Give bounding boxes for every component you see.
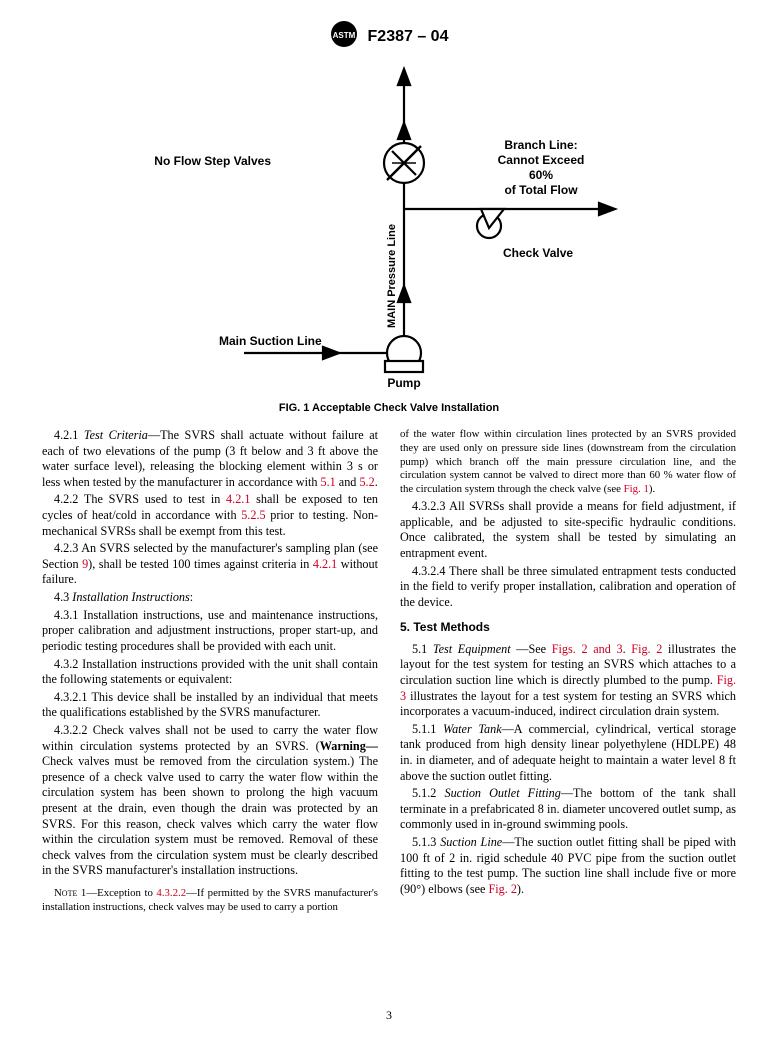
standard-designation: F2387 – 04 bbox=[368, 28, 449, 46]
text: : bbox=[190, 590, 193, 604]
clause-title: Suction Line bbox=[440, 835, 502, 849]
note-label: Note bbox=[54, 887, 77, 899]
clause-num: 4.3 bbox=[54, 590, 69, 604]
para-5-1-1: 5.1.1 Water Tank—A commercial, cylindric… bbox=[400, 722, 736, 784]
xref-4-2-1b[interactable]: 4.2.1 bbox=[313, 557, 337, 571]
text: and bbox=[336, 475, 360, 489]
page-number: 3 bbox=[0, 1008, 778, 1023]
para-5-1-2: 5.1.2 Suction Outlet Fitting—The bottom … bbox=[400, 786, 736, 833]
clause-title: Water Tank bbox=[443, 722, 502, 736]
clause-title: Test Equipment bbox=[433, 642, 516, 656]
text: . bbox=[375, 475, 378, 489]
warning-label: Warning— bbox=[320, 739, 378, 753]
para-5-1-3: 5.1.3 Suction Line—The suction outlet fi… bbox=[400, 835, 736, 897]
xref-5-1[interactable]: 5.1 bbox=[321, 475, 336, 489]
para-4-2-3: 4.2.3 An SVRS selected by the manufactur… bbox=[42, 541, 378, 588]
clause-num: 5.1.2 bbox=[412, 786, 436, 800]
clause-title: Test Criteria bbox=[84, 428, 148, 442]
figure-caption: FIG. 1 Acceptable Check Valve Installati… bbox=[42, 402, 736, 414]
text: . bbox=[623, 642, 632, 656]
text: —Exception to bbox=[86, 887, 156, 899]
xref-4-2-1[interactable]: 4.2.1 bbox=[226, 492, 250, 506]
xref-5-2[interactable]: 5.2 bbox=[359, 475, 374, 489]
text: ). bbox=[517, 882, 524, 896]
clause-num: 5.1.3 bbox=[412, 835, 436, 849]
label-check-valve: Check Valve bbox=[503, 246, 573, 260]
page: ASTM F2387 – 04 bbox=[0, 0, 778, 1041]
label-branch-1: Branch Line: bbox=[504, 138, 577, 152]
clause-num: 4.2.1 bbox=[54, 428, 78, 442]
clause-title: Suction Outlet Fitting bbox=[444, 786, 560, 800]
label-no-flow: No Flow Step Valves bbox=[154, 154, 271, 168]
para-4-3-1: 4.3.1 Installation instructions, use and… bbox=[42, 608, 378, 655]
page-header: ASTM F2387 – 04 bbox=[42, 20, 736, 53]
label-main-suction: Main Suction Line bbox=[219, 334, 322, 348]
figure-diagram: No Flow Step Valves Branch Line: Cannot … bbox=[149, 61, 629, 391]
figure-1: No Flow Step Valves Branch Line: Cannot … bbox=[42, 61, 736, 414]
text: Check valves must be removed from the ci… bbox=[42, 754, 378, 877]
clause-num: 5.1.1 bbox=[412, 722, 436, 736]
text: illustrates the layout for a test system… bbox=[400, 689, 736, 719]
xref-4-3-2-2[interactable]: 4.3.2.2 bbox=[156, 887, 186, 899]
text: —See bbox=[516, 642, 551, 656]
text: 4.2.2 The SVRS used to test in bbox=[54, 492, 226, 506]
note-1: Note 1—Exception to 4.3.2.2—If permitted… bbox=[42, 887, 378, 915]
para-4-3-2-2: 4.3.2.2 Check valves shall not be used t… bbox=[42, 723, 378, 879]
xref-fig-1[interactable]: Fig. 1 bbox=[624, 483, 649, 495]
svg-text:ASTM: ASTM bbox=[332, 31, 355, 40]
para-4-3-2-1: 4.3.2.1 This device shall be installed b… bbox=[42, 690, 378, 721]
section-5-heading: 5. Test Methods bbox=[400, 620, 736, 635]
para-4-2-2: 4.2.2 The SVRS used to test in 4.2.1 sha… bbox=[42, 492, 378, 539]
para-4-2-1: 4.2.1 Test Criteria—The SVRS shall actua… bbox=[42, 428, 378, 490]
text: ). bbox=[649, 483, 655, 495]
clause-num: 5.1 bbox=[412, 642, 427, 656]
label-branch-3: 60% bbox=[529, 168, 553, 182]
label-main-pressure: MAIN Pressure Line bbox=[386, 224, 398, 328]
body-columns: 4.2.1 Test Criteria—The SVRS shall actua… bbox=[42, 428, 736, 915]
xref-5-2-5[interactable]: 5.2.5 bbox=[241, 508, 265, 522]
para-4-3-2: 4.3.2 Installation instructions provided… bbox=[42, 657, 378, 688]
note-1-cont: of the water flow within circulation lin… bbox=[400, 428, 736, 497]
para-5-1: 5.1 Test Equipment —See Figs. 2 and 3. F… bbox=[400, 642, 736, 720]
label-branch-4: of Total Flow bbox=[504, 183, 578, 197]
para-4-3: 4.3 Installation Instructions: bbox=[42, 590, 378, 606]
astm-logo: ASTM bbox=[330, 20, 358, 53]
para-4-3-2-3: 4.3.2.3 All SVRSs shall provide a means … bbox=[400, 499, 736, 561]
xref-fig-2[interactable]: Fig. 2 bbox=[631, 642, 662, 656]
text: ), shall be tested 100 times against cri… bbox=[88, 557, 313, 571]
clause-title: Installation Instructions bbox=[72, 590, 189, 604]
xref-fig-2b[interactable]: Fig. 2 bbox=[488, 882, 516, 896]
xref-figs-2-3[interactable]: Figs. 2 and 3 bbox=[552, 642, 623, 656]
para-4-3-2-4: 4.3.2.4 There shall be three simulated e… bbox=[400, 564, 736, 611]
label-pump: Pump bbox=[387, 376, 420, 390]
label-branch-2: Cannot Exceed bbox=[498, 153, 585, 167]
text: of the water flow within circulation lin… bbox=[400, 428, 736, 495]
